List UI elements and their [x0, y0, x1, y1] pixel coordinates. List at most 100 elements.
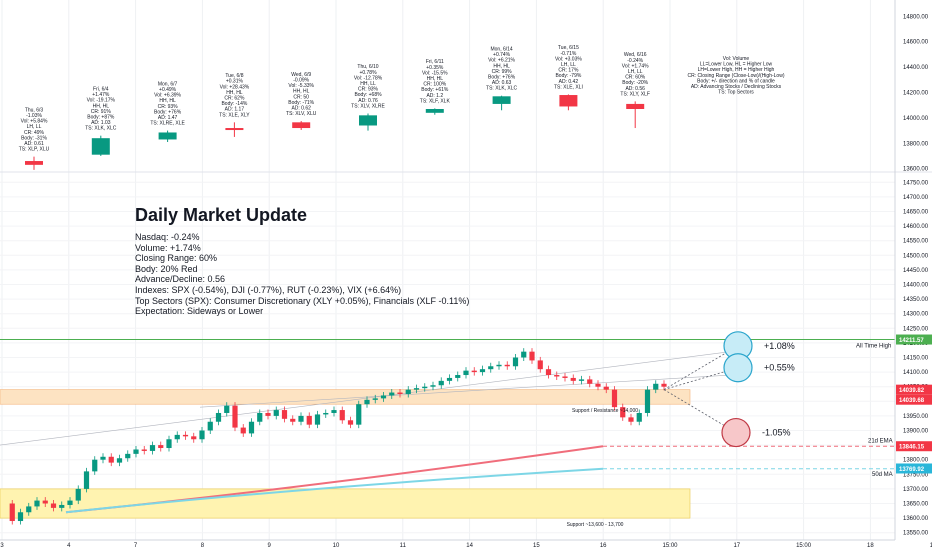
candle-annotation: AD: 0.56 [625, 86, 645, 92]
intraday-candle [570, 377, 576, 381]
axis-tick-label: 14600.00 [903, 224, 929, 230]
scenario-label: +0.55% [764, 363, 795, 373]
intraday-candle [199, 430, 205, 440]
time-tick-label: 15 [533, 543, 540, 549]
intraday-candle [529, 351, 535, 361]
intraday-candle [504, 364, 510, 367]
intraday-candle [174, 434, 180, 440]
candle-annotation: -0.71% [560, 51, 576, 57]
time-tick-label: 14 [466, 543, 473, 549]
candle-annotation: Mon, 6/7 [158, 81, 178, 87]
ma50-line [65, 467, 604, 514]
candle-annotation: Body: -71% [288, 100, 314, 106]
candle-annotation: TS: XLP, XLU [19, 147, 50, 153]
intraday-candle [26, 506, 32, 513]
axis-tick-label: 13750.00 [903, 472, 929, 478]
intraday-candle [75, 488, 81, 501]
candle-body [225, 128, 244, 131]
ath-price-badge [896, 334, 932, 345]
candle-annotation: AD: 0.76 [358, 98, 378, 104]
legend-line: LL=Lower Low, HL = Higher Low [700, 62, 773, 68]
chart-labels: All Time High 21d EMA 50d MA Support / Resi… [567, 344, 893, 529]
scenario-label: -1.05% [762, 428, 791, 438]
trend-line-upper [0, 351, 731, 446]
summary-line-body: Body: 20% Red [135, 263, 198, 274]
candle-body [559, 95, 578, 107]
intraday-candle [125, 453, 131, 459]
candle-annotation: Body: +87% [87, 114, 115, 120]
candle-annotation: +0.35% [426, 65, 444, 71]
candle-annotation: HH, HL [293, 89, 310, 95]
axis-tick-label: 13900.00 [903, 429, 929, 435]
intraday-candle [281, 410, 288, 419]
intraday-candle [364, 399, 370, 405]
intraday-candle [405, 389, 411, 394]
intraday-candle [587, 379, 593, 384]
support-zone-label: Support ~13,600 - 13,700 [567, 522, 624, 528]
prior-price-badge-text: 14039.68 [899, 398, 925, 404]
candle-annotation: AD: 0.42 [559, 79, 579, 85]
candle-annotation: Vol: -15.5% [422, 70, 448, 76]
summary-line-nasdaq: Nasdaq: -0.24% [135, 232, 200, 242]
intraday-candle [67, 500, 73, 505]
summary-body: Nasdaq: -0.24% Volume: +1.74% Closing Ra… [135, 232, 469, 317]
time-tick-label: 10 [333, 543, 340, 549]
summary-line-volume: Volume: +1.74% [135, 242, 201, 253]
intraday-candle [611, 389, 618, 408]
intraday-candle [108, 456, 114, 463]
candle-annotation: TS: XLK, XLC [486, 86, 518, 92]
candle-annotation: +0.78% [359, 70, 377, 76]
summary-line-advance-decline: Advance/Decline: 0.56 [135, 274, 226, 285]
candle-annotation: HH, HL [93, 103, 110, 109]
candle-annotation: Vol: -5.33% [288, 83, 314, 89]
intraday-candle [653, 383, 659, 390]
candle-body [359, 115, 377, 126]
candle-annotation: AD: 0.63 [492, 80, 512, 86]
intraday-candle [380, 395, 387, 399]
support-resistance-label: Support / Resistance ~14,000 [572, 408, 638, 414]
intraday-candle [116, 458, 123, 463]
candle-annotation: AD: 1.03 [91, 120, 111, 126]
time-tick-label: 17 [733, 543, 740, 549]
intraday-candle [83, 471, 90, 489]
intraday-candle [100, 456, 106, 460]
intraday-candle [463, 370, 469, 376]
intraday-candle [397, 392, 403, 394]
intraday-candle [92, 459, 98, 472]
intraday-candle [554, 375, 560, 377]
candle-annotation: HH, HL [427, 76, 444, 82]
candle-annotation: AD: 1.17 [225, 107, 245, 113]
intraday-candle [240, 427, 246, 434]
candle-annotation: CR: 50 [293, 94, 309, 100]
ath-price-badge-text: 14211.57 [899, 338, 924, 344]
axis-tick-label: 14150.00 [903, 356, 929, 362]
candle-body [425, 109, 444, 113]
candle-annotation: Tue, 6/15 [558, 45, 579, 51]
candle-annotation: Vol: +1.74% [622, 63, 649, 69]
intraday-candle [545, 369, 552, 376]
intraday-candle [496, 364, 502, 367]
scenarios: +1.08% +0.55% -1.05% [663, 331, 795, 448]
candle-annotation: CR: 49% [24, 130, 45, 136]
axis-tick-label: 14550.00 [903, 239, 929, 245]
candle-annotation: CR: 62% [224, 96, 245, 102]
intraday-candle [347, 420, 354, 425]
candle-annotation: Body: -20% [622, 80, 648, 86]
axis-tick-label: 14400.00 [903, 65, 929, 71]
support-resistance-zone [0, 389, 691, 405]
intraday-candle [265, 412, 271, 416]
time-tick-label: 8 [201, 543, 205, 549]
ma50-price-badge-text: 13769.92 [899, 467, 925, 473]
intraday-candle [331, 410, 337, 413]
candle-annotation: TS: XLY, XLF [620, 91, 650, 97]
axis-tick-label: 13800.00 [903, 458, 929, 464]
intraday-candle [314, 414, 321, 425]
axis-tick-label: 13700.00 [903, 487, 929, 493]
intraday-candle [644, 389, 651, 413]
intraday-series [9, 348, 667, 525]
axis-tick-label: 13800.00 [903, 141, 929, 147]
intraday-candle [438, 380, 444, 386]
axis-tick-label: 14650.00 [903, 210, 929, 216]
candle-body [492, 96, 511, 104]
